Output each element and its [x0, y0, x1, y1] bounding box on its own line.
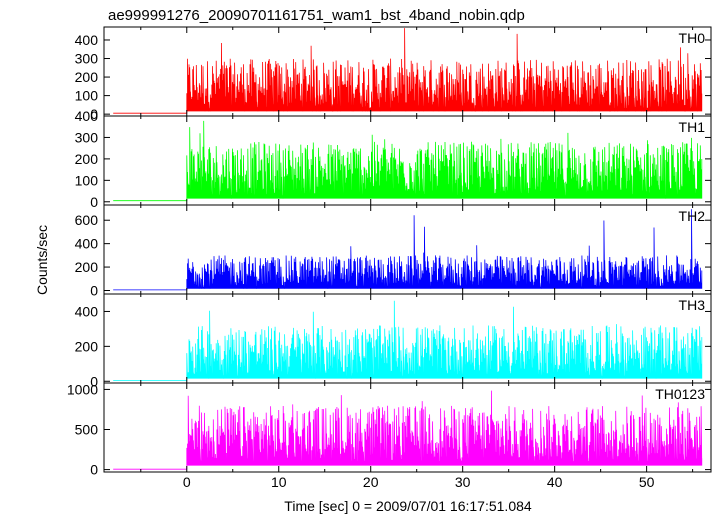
series-label-th1: TH1	[679, 119, 706, 135]
y-tick-label: 0	[90, 462, 98, 478]
series-line-th3	[113, 300, 703, 381]
y-tick-label: 400	[75, 303, 99, 319]
y-tick-label: 0	[90, 373, 98, 389]
y-tick-label: 0	[90, 194, 98, 210]
x-tick-label: 30	[455, 474, 471, 490]
y-tick-label: 200	[75, 259, 99, 275]
chart-title: ae999991276_20090701161751_wam1_bst_4ban…	[108, 7, 525, 24]
series-label-th3: TH3	[679, 297, 706, 313]
x-tick-label: 20	[363, 474, 379, 490]
y-tick-label: 300	[75, 51, 99, 67]
x-tick-label: 10	[271, 474, 287, 490]
x-tick-label: 40	[547, 474, 563, 490]
y-tick-label: 200	[75, 151, 99, 167]
x-axis-label: Time [sec] 0 = 2009/07/01 16:17:51.084	[284, 498, 532, 514]
y-tick-label: 100	[75, 88, 99, 104]
panel-th1: 0 100 200 300 400 TH1	[75, 108, 712, 210]
y-tick-label: 200	[75, 69, 99, 85]
y-tick-label: 400	[75, 32, 99, 48]
series-label-th2: TH2	[679, 208, 706, 224]
panel-th2: 0 200 400 600 TH2	[75, 204, 712, 298]
panel-frame	[103, 382, 712, 473]
y-tick-label: 400	[75, 236, 99, 252]
panel-th0: 0 100 200 300 400 TH0	[75, 26, 712, 122]
panel-th0123: 0 500 1000 TH0123	[67, 381, 712, 478]
y-tick-label: 100	[75, 172, 99, 188]
y-tick-label: 500	[75, 422, 99, 438]
series-line-th0	[113, 28, 703, 114]
x-tick-label: 50	[639, 474, 655, 490]
series-label-th0123: TH0123	[655, 386, 705, 402]
y-tick-label: 200	[75, 338, 99, 354]
series-line-th2	[113, 209, 703, 291]
y-axis-label: Counts/sec	[34, 225, 50, 295]
y-tick-label: 0	[90, 106, 98, 122]
x-tick-label: 0	[183, 474, 191, 490]
y-tick-label: 600	[75, 212, 99, 228]
panel-th3: 0 200 400 TH3	[75, 293, 712, 389]
series-line-th1	[113, 120, 703, 202]
y-tick-label: 0	[90, 282, 98, 298]
series-label-th0: TH0	[679, 30, 706, 46]
y-tick-label: 300	[75, 129, 99, 145]
y-tick-label: 1000	[67, 381, 98, 397]
series-line-th0123	[113, 390, 703, 470]
y-tick-label: 400	[75, 108, 99, 124]
